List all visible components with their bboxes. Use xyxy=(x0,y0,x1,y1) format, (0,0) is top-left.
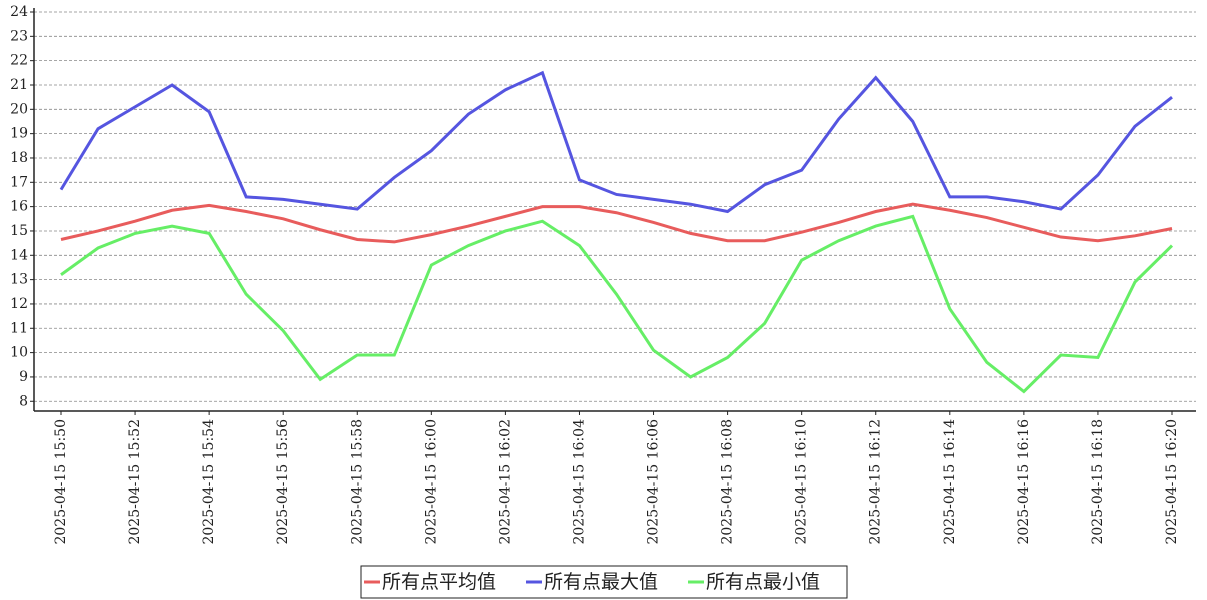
x-tick-label: 2025-04-15 16:12 xyxy=(868,419,884,545)
x-tick-label: 2025-04-15 16:04 xyxy=(571,419,587,545)
x-tick-label: 2025-04-15 15:58 xyxy=(349,419,365,545)
x-tick-label: 2025-04-15 15:52 xyxy=(127,419,143,545)
x-tick-label: 2025-04-15 16:08 xyxy=(720,419,736,545)
series-line xyxy=(59,70,1173,214)
y-tick-label: 11 xyxy=(10,320,28,336)
x-tick-label: 2025-04-15 16:18 xyxy=(1090,419,1106,545)
legend-label: 所有点最小值 xyxy=(706,571,820,593)
y-tick-label: 14 xyxy=(10,247,28,263)
x-tick-label: 2025-04-15 16:06 xyxy=(646,419,662,545)
x-tick-label: 2025-04-15 15:54 xyxy=(201,419,217,545)
y-tick-label: 22 xyxy=(10,53,28,69)
legend-label: 所有点平均值 xyxy=(382,571,496,593)
y-tick-label: 15 xyxy=(10,223,28,239)
y-tick-label: 21 xyxy=(10,77,28,93)
y-tick-label: 24 xyxy=(10,4,28,20)
y-tick-label: 18 xyxy=(10,150,28,166)
x-tick-label: 2025-04-15 16:02 xyxy=(497,419,513,545)
series-line xyxy=(60,202,1173,244)
x-tick-label: 2025-04-15 16:00 xyxy=(423,419,439,545)
legend-box xyxy=(360,565,848,599)
y-tick-label: 16 xyxy=(10,199,28,215)
series-line xyxy=(60,214,1174,394)
y-tick-label: 13 xyxy=(10,272,28,288)
x-tick-label: 2025-04-15 16:20 xyxy=(1164,419,1180,545)
y-tick-label: 12 xyxy=(10,296,28,312)
x-tick-label: 2025-04-15 15:56 xyxy=(275,419,291,545)
y-tick-label: 17 xyxy=(10,174,28,190)
x-tick-label: 2025-04-15 16:14 xyxy=(942,419,958,545)
y-tick-label: 23 xyxy=(10,28,28,44)
y-tick-label: 19 xyxy=(10,126,28,142)
y-tick-label: 9 xyxy=(19,369,28,385)
x-tick-label: 2025-04-15 15:50 xyxy=(53,419,69,545)
x-tick-label: 2025-04-15 16:16 xyxy=(1016,419,1032,545)
y-tick-label: 8 xyxy=(19,393,28,409)
y-tick-label: 10 xyxy=(10,345,28,361)
y-tick-label: 20 xyxy=(10,101,28,117)
legend-label: 所有点最大值 xyxy=(544,571,658,593)
x-tick-label: 2025-04-15 16:10 xyxy=(794,419,810,545)
